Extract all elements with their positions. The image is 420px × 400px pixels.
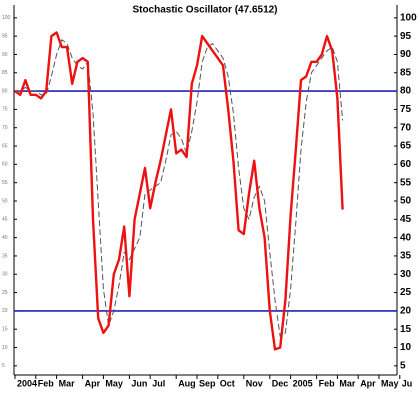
y-tick-label: 55 <box>400 177 412 188</box>
y-tick-label-left: 35 <box>2 253 8 259</box>
y-tick-label: 10 <box>400 342 412 353</box>
y-tick-label-left: 80 <box>2 88 8 94</box>
y-tick-label-left: 40 <box>2 235 8 241</box>
y-tick-label-left: 95 <box>2 33 8 39</box>
x-tick-label: Sep <box>199 378 216 388</box>
x-tick-label: Jun <box>131 378 147 388</box>
y-tick-label: 25 <box>400 287 412 298</box>
y-tick-label-left: 50 <box>2 198 8 204</box>
y-tick-label-left: 25 <box>2 290 8 296</box>
signal-line <box>15 39 344 337</box>
y-tick-label-left: 20 <box>2 308 8 314</box>
y-tick-label-left: 85 <box>2 70 8 76</box>
y-tick-label: 85 <box>400 67 412 78</box>
x-tick-label: Feb <box>319 378 336 388</box>
x-tick-label: 2004 <box>17 378 37 388</box>
y-tick-label: 70 <box>400 122 412 133</box>
y-tick-label: 65 <box>400 141 412 152</box>
x-tick-label: Apr <box>360 378 376 388</box>
x-tick-label: Nov <box>246 378 263 388</box>
y-tick-label-left: 15 <box>2 327 8 333</box>
x-tick-label: May <box>381 378 399 388</box>
x-tick-label: 2005 <box>293 378 313 388</box>
y-tick-label: 80 <box>400 86 412 97</box>
y-tick-label: 95 <box>400 31 412 42</box>
y-tick-label: 20 <box>400 306 412 317</box>
y-tick-label: 60 <box>400 159 412 170</box>
y-tick-label-left: 5 <box>2 363 5 369</box>
y-tick-label-left: 100 <box>2 15 11 21</box>
y-tick-label: 90 <box>400 49 412 60</box>
x-tick-label: Mar <box>339 378 356 388</box>
x-tick-label: Ju <box>402 378 413 388</box>
chart-title: Stochastic Oscillator (47.6512) <box>132 5 277 16</box>
x-tick-label: Oct <box>220 378 235 388</box>
y-tick-label-left: 70 <box>2 125 8 131</box>
y-tick-label: 45 <box>400 214 412 225</box>
x-tick-label: Aug <box>178 378 196 388</box>
x-tick-label: Feb <box>38 378 55 388</box>
y-tick-label-left: 45 <box>2 217 8 223</box>
oscillator-line <box>14 31 344 351</box>
y-tick-label-left: 30 <box>2 272 8 278</box>
y-tick-label-left: 90 <box>2 52 8 58</box>
x-tick-label: Jul <box>152 378 165 388</box>
x-tick-label: Dec <box>272 378 289 388</box>
x-tick-label: Apr <box>85 378 101 388</box>
y-tick-label: 75 <box>400 104 412 115</box>
x-tick-label: May <box>105 378 123 388</box>
x-tick-label: Mar <box>59 378 76 388</box>
y-tick-label: 100 <box>400 12 417 23</box>
y-tick-label: 40 <box>400 232 412 243</box>
y-tick-label-left: 65 <box>2 143 8 149</box>
y-tick-label: 35 <box>400 251 412 262</box>
y-tick-label-left: 75 <box>2 107 8 113</box>
y-tick-label: 30 <box>400 269 412 280</box>
y-tick-label-left: 60 <box>2 162 8 168</box>
y-tick-label: 50 <box>400 196 412 207</box>
y-tick-label: 5 <box>400 360 406 371</box>
y-tick-label-left: 10 <box>2 345 8 351</box>
y-tick-label-left: 55 <box>2 180 8 186</box>
y-tick-label: 15 <box>400 324 412 335</box>
